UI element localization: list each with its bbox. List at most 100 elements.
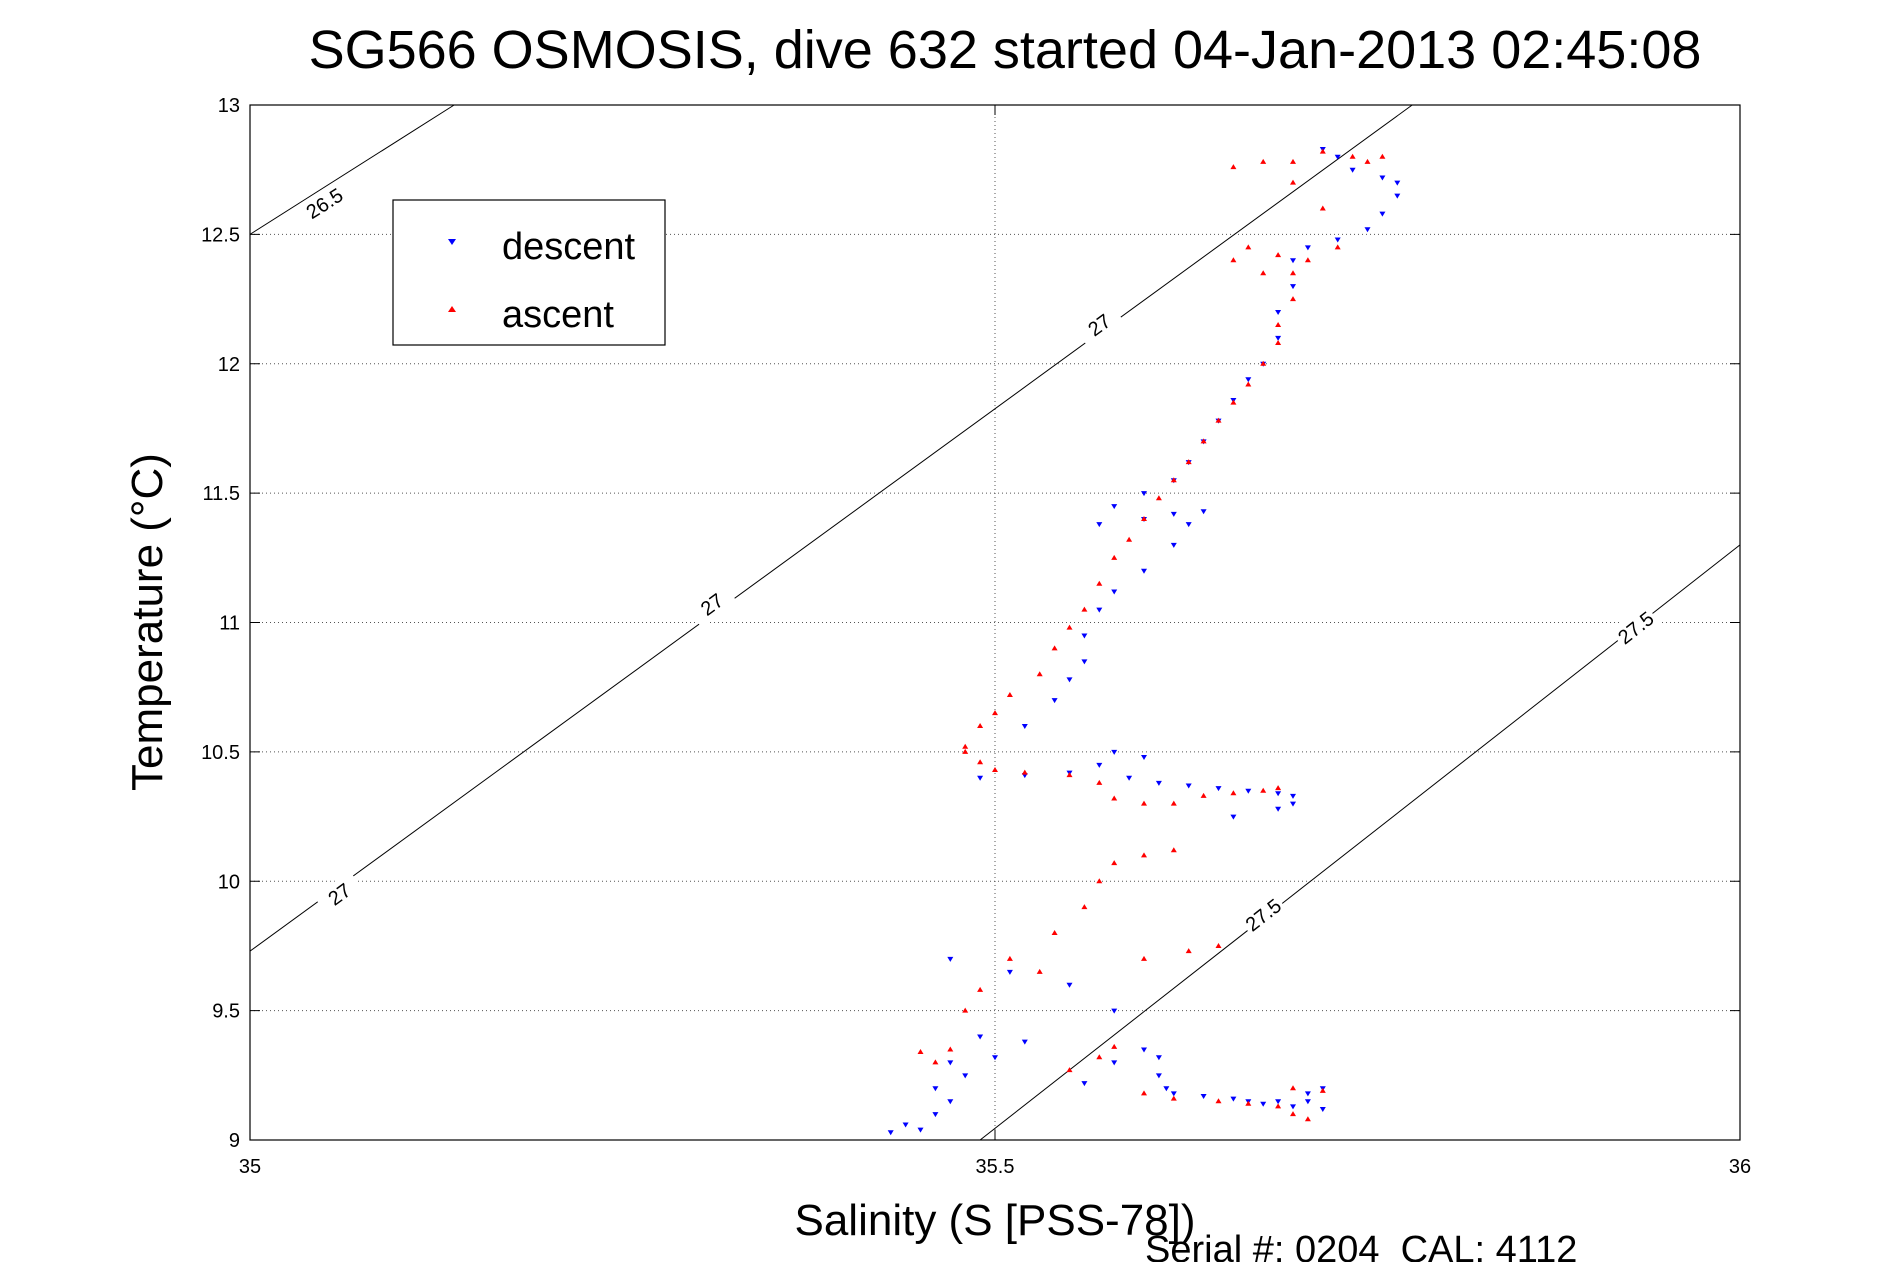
y-tick-label: 10 [218,871,240,893]
y-tick-label: 13 [218,95,240,117]
ascent-point [1185,459,1192,465]
ascent-point [1275,340,1282,346]
descent-point [1081,633,1088,639]
ascent-point [1334,244,1341,250]
descent-point [1081,659,1088,665]
descent-point [1275,791,1282,797]
isopycnal-label-bg [1237,891,1289,939]
y-tick-label: 9 [229,1130,240,1152]
ascent-point [1349,153,1356,159]
descent-point [1290,284,1296,290]
descent-point [962,1073,969,1079]
ascent-point [932,1059,939,1065]
ascent-point [1275,321,1282,327]
descent-point [1334,154,1341,160]
ascent-point [1111,795,1118,801]
serial-footer: Serial #: 0204 CAL: 4112 [1145,1229,1577,1262]
descent-point [1275,1099,1282,1105]
descent-point [1066,982,1073,988]
ascent-point [1051,930,1058,935]
ascent-point [1290,270,1296,276]
legend-marker-descent [448,239,456,245]
descent-point [1141,755,1147,761]
ascent-point [1096,878,1103,884]
isopycnal-label-bg [1610,603,1662,652]
descent-point [1155,1055,1162,1061]
ascent-point [1275,1103,1282,1109]
descent-point [1230,1096,1237,1102]
ascent-point [1304,257,1311,263]
ascent-point [1170,847,1177,853]
ascent-point [1066,772,1073,778]
descent-point [932,1112,939,1118]
x-axis-ticks: 35 35.5 36 [239,105,1751,1178]
isopycnal-label-bg [1073,301,1125,349]
ascent-point [1230,164,1237,170]
ascent-point [1319,1087,1326,1093]
series-descent [887,146,1401,1136]
ascent-point [1141,800,1147,806]
ascent-point [977,986,984,992]
ascent-point [1260,270,1267,276]
ascent-point [1006,691,1013,697]
ascent-point [1215,1098,1222,1104]
descent-point [1066,677,1073,683]
ascent-point [1290,179,1296,185]
descent-point [1290,801,1296,807]
isopycnal-label-group: 27 [686,580,738,628]
ascent-point [1200,792,1207,798]
ascent-point [1170,1095,1177,1101]
ascent-point [917,1049,924,1055]
ascent-point [977,759,984,765]
isopycnal-line [979,544,1741,1141]
ascent-point [1155,495,1162,501]
series-ascent [917,148,1386,1122]
ascent-point [1036,968,1043,974]
legend: descent ascent [392,199,666,346]
ascent-point [1379,153,1386,159]
ascent-point [1141,1090,1147,1096]
descent-point [947,956,954,962]
isopycnal-label-group: 27 [313,870,365,918]
descent-point [902,1122,909,1128]
descent-point [1319,1106,1326,1112]
descent-point [1334,237,1341,243]
ascent-point [947,1046,954,1052]
legend-label-descent: descent [502,226,636,268]
descent-point [1275,806,1282,812]
y-tick-label: 12.5 [201,224,240,246]
y-tick-label: 11.5 [203,483,240,505]
ascent-point [1290,296,1296,302]
descent-point [1111,1008,1118,1014]
descent-point [1126,775,1133,781]
ascent-point [1021,769,1028,775]
isopycnal-label-bg [313,870,365,918]
ascent-point [1215,417,1222,423]
x-tick-label: 35 [239,1156,261,1178]
legend-marker-ascent [448,306,456,312]
descent-point [917,1127,924,1133]
ascent-point [1185,948,1192,954]
descent-point [932,1086,939,1092]
ascent-point [1111,860,1118,866]
descent-point [1081,1081,1088,1087]
descent-point [1275,310,1282,315]
ascent-point [1260,158,1267,164]
data-series [887,146,1401,1136]
ascent-point [1126,536,1133,542]
ascent-point [1081,606,1088,612]
isopycnal-label-bg [298,180,351,227]
isopycnal-label-group: 27 [1073,301,1125,349]
ascent-point [1111,554,1118,560]
descent-point [1111,589,1118,595]
descent-point [1379,175,1386,181]
ascent-point [1364,158,1371,164]
ascent-point [1081,904,1088,910]
descent-point [1163,1086,1170,1092]
y-tick-label: 10.5 [201,742,240,764]
ascent-point [962,748,969,754]
ascent-point [977,723,984,728]
descent-point [1304,245,1311,251]
descent-point [1260,1101,1267,1107]
ascent-point [1096,1054,1103,1060]
